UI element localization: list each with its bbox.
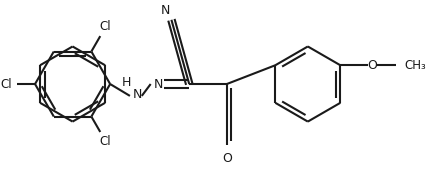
Text: O: O — [366, 59, 376, 72]
Text: Cl: Cl — [1, 78, 12, 90]
Text: N: N — [160, 4, 170, 17]
Text: O: O — [221, 152, 231, 165]
Text: H: H — [121, 76, 130, 89]
Text: N: N — [133, 88, 142, 101]
Text: N: N — [154, 78, 163, 90]
Text: Cl: Cl — [99, 135, 111, 148]
Text: CH₃: CH₃ — [404, 59, 425, 72]
Text: Cl: Cl — [99, 21, 111, 33]
